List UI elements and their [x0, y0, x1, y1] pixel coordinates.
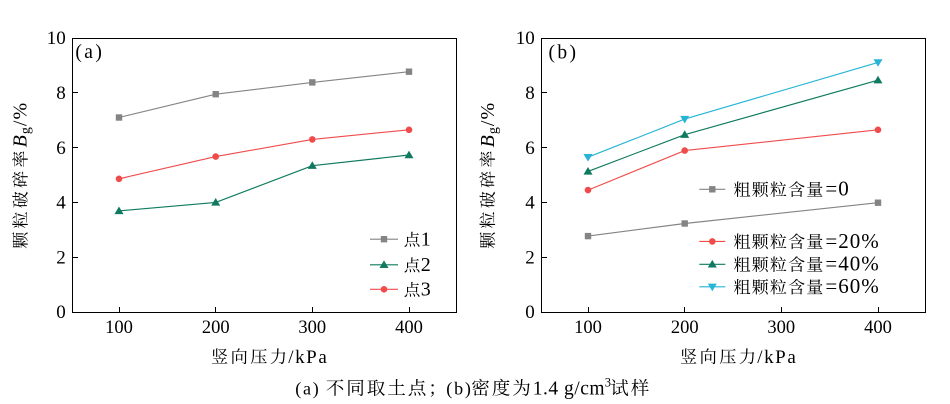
- svg-text:300: 300: [767, 318, 795, 338]
- svg-text:(a): (a): [75, 42, 104, 63]
- svg-text:(a): (a): [295, 379, 320, 400]
- svg-text:0: 0: [56, 302, 66, 323]
- svg-text:1: 1: [421, 229, 431, 251]
- svg-text:200: 200: [671, 318, 699, 338]
- svg-text:100: 100: [574, 318, 602, 338]
- svg-text:2: 2: [421, 254, 431, 276]
- svg-text:=0: =0: [825, 177, 849, 201]
- svg-text:=40%: =40%: [825, 252, 879, 276]
- svg-text:Bg/%: Bg/%: [10, 102, 34, 147]
- svg-text:0: 0: [525, 302, 535, 323]
- svg-text:2: 2: [56, 247, 66, 268]
- svg-text:=20%: =20%: [825, 229, 879, 253]
- svg-text:4: 4: [525, 193, 535, 214]
- svg-text:200: 200: [202, 318, 230, 338]
- svg-text:6: 6: [525, 138, 535, 159]
- svg-text:4: 4: [56, 193, 66, 214]
- svg-text:10: 10: [47, 28, 66, 49]
- svg-text:400: 400: [864, 318, 892, 338]
- svg-text:(b): (b): [446, 379, 472, 400]
- svg-text:400: 400: [395, 318, 423, 338]
- svg-text:6: 6: [56, 138, 66, 159]
- svg-text:3: 3: [421, 279, 431, 301]
- svg-text:Bg/%: Bg/%: [477, 102, 501, 147]
- svg-text:8: 8: [56, 83, 66, 104]
- svg-text:/kPa: /kPa: [757, 347, 797, 368]
- svg-text:1.4 g/cm: 1.4 g/cm: [533, 379, 605, 400]
- svg-text:/kPa: /kPa: [288, 347, 328, 368]
- svg-text:8: 8: [525, 83, 535, 104]
- svg-text:=60%: =60%: [825, 274, 879, 298]
- svg-text:100: 100: [105, 318, 133, 338]
- svg-text:(b): (b): [549, 42, 579, 63]
- svg-text:3: 3: [605, 376, 611, 390]
- svg-text:300: 300: [298, 318, 326, 338]
- svg-text:2: 2: [525, 247, 535, 268]
- svg-text:10: 10: [516, 28, 535, 49]
